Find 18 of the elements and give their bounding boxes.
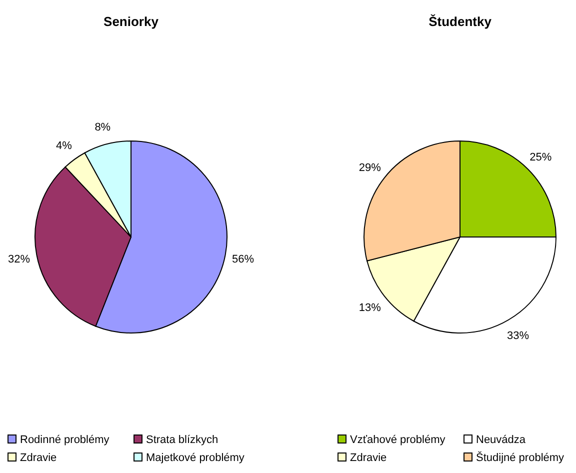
legend-label: Rodinné problémy <box>20 434 110 446</box>
legend-label: Majetkové problémy <box>146 452 245 464</box>
legend-label: Zdravie <box>20 452 57 464</box>
legend-label: Strata blízkych <box>146 434 218 446</box>
legend-label: Neuvádza <box>476 434 526 446</box>
data-label: 25% <box>530 151 552 164</box>
data-label: 29% <box>358 162 382 174</box>
data-label: 33% <box>507 330 530 342</box>
legend-label: Študijné problémy <box>476 451 565 464</box>
chart-title: Študentky <box>428 14 492 29</box>
data-label: 8% <box>94 122 111 134</box>
data-label: 32% <box>8 253 30 266</box>
data-label: 4% <box>56 140 72 152</box>
legend-label: Vzťahové problémy <box>350 434 446 446</box>
legend-label: Zdravie <box>350 452 387 464</box>
chart-title: Seniorky <box>104 14 160 29</box>
data-label: 56% <box>232 253 254 266</box>
data-label: 13% <box>358 302 382 314</box>
